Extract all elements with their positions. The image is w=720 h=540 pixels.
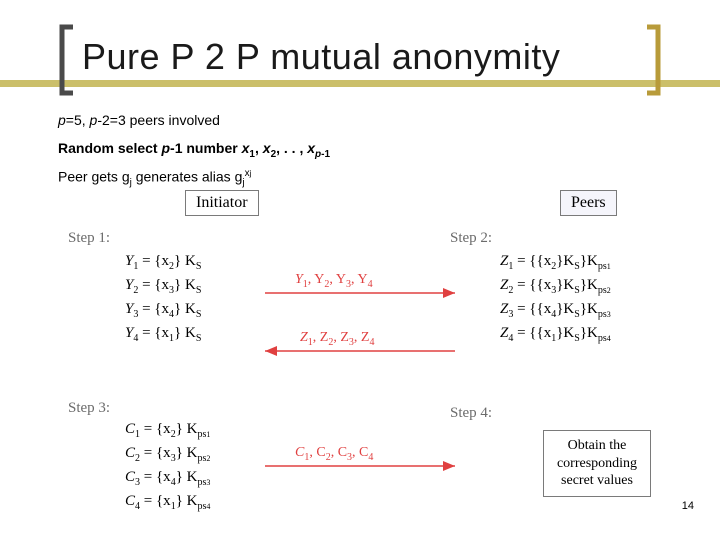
- equations-C: C1 = {x2} Kps1C2 = {x3} Kps2C3 = {x4} Kp…: [125, 418, 210, 514]
- slide-number: 14: [682, 500, 694, 512]
- slide-title: Pure P 2 P mutual anonymity: [82, 36, 560, 78]
- initiator-box: Initiator: [185, 190, 259, 216]
- step3-label: Step 3:: [68, 400, 110, 417]
- title-underline: [0, 80, 720, 87]
- bracket-right-icon: [644, 24, 662, 96]
- equations-Z: Z1 = {{x2}KS}Kps1Z2 = {{x3}KS}Kps2Z3 = {…: [500, 250, 611, 346]
- secret-values-box: Obtain the corresponding secret values: [543, 430, 651, 497]
- step1-label: Step 1:: [68, 230, 110, 247]
- step2-label: Step 2:: [450, 230, 492, 247]
- line-random-select: Random select p-1 number x1, x2, . . , x…: [58, 140, 330, 160]
- step4-label: Step 4:: [450, 405, 492, 422]
- arrow-step2: [265, 292, 455, 294]
- peers-box: Peers: [560, 190, 617, 216]
- bracket-left-icon: [58, 24, 76, 96]
- equations-Y: Y1 = {x2} KSY2 = {x3} KSY3 = {x4} KSY4 =…: [125, 250, 201, 346]
- line-peers-involved: p=5, p-2=3 peers involved: [58, 112, 220, 128]
- arrow-step2-return: [265, 350, 455, 352]
- line-peer-alias: Peer gets gj generates alias gjxj: [58, 168, 251, 188]
- arrow-step4: [265, 465, 455, 467]
